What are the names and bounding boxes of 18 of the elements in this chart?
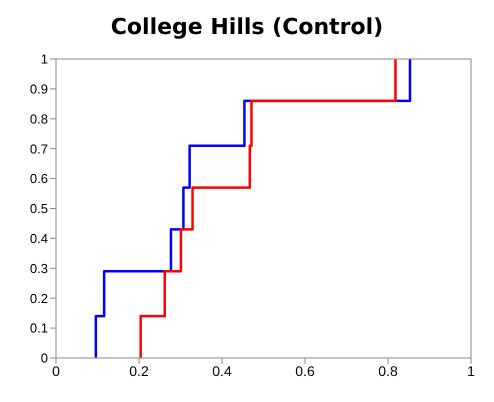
y-tick-label: 0.7 [30,141,48,156]
y-tick-label: 0 [40,350,48,366]
y-tick-label: 0.6 [30,171,48,186]
x-tick-label: 0 [52,362,60,379]
y-tick-label: 0.1 [30,320,48,336]
y-tick-label: 0.8 [30,111,48,126]
x-tick-label: 1 [467,362,476,379]
y-tick-label: 0.9 [30,82,48,97]
y-tick-label: 0.2 [30,290,48,306]
x-tick-label: 0.4 [212,362,232,379]
x-tick-label: 0.2 [129,362,149,379]
chart-title: College Hills (Control) [110,14,384,42]
y-tick-label: 0.4 [30,231,48,246]
y-tick-label: 0.5 [30,201,48,216]
x-tick-label: 0.6 [295,362,315,379]
x-tick-label: 0.8 [378,362,398,379]
y-tick-label: 1 [40,52,48,67]
y-tick-label: 0.3 [30,260,48,276]
